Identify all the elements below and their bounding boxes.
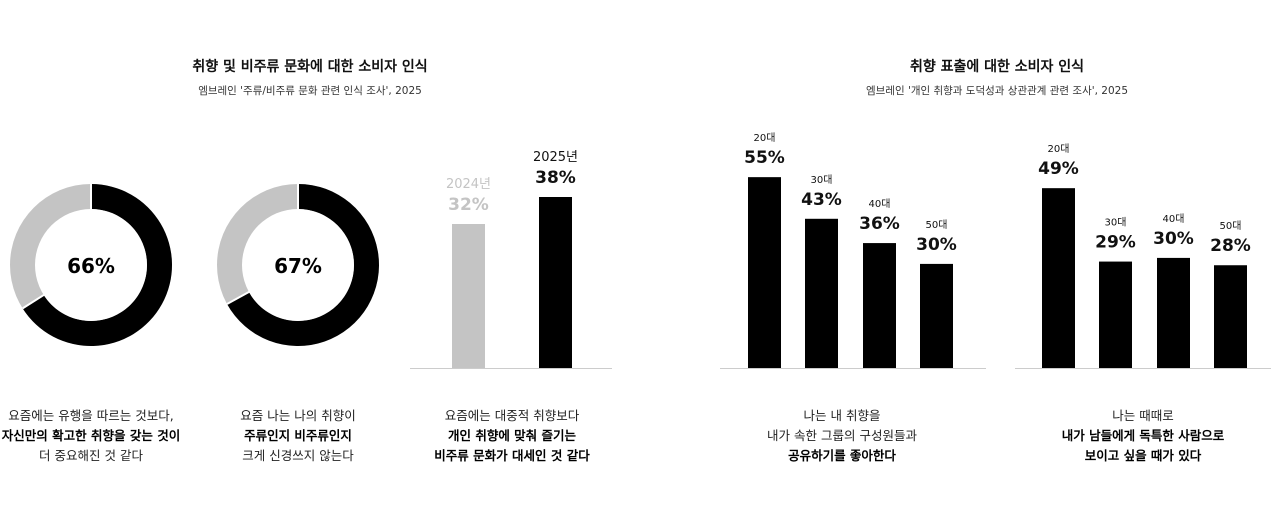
- bar-category-label: 40대: [869, 198, 891, 210]
- bar-category-label: 2024년: [446, 177, 491, 192]
- caption-line: 크게 신경쓰지 않는다: [242, 448, 354, 463]
- donut-divider: [22, 293, 46, 310]
- bar-value-label: 29%: [1095, 233, 1136, 253]
- bar-2: [1099, 261, 1132, 368]
- bar-category-label: 30대: [811, 174, 833, 186]
- bar-1: [452, 224, 485, 368]
- caption-line: 내가 남들에게 독특한 사람으로: [1061, 428, 1225, 443]
- donut-divider: [226, 290, 252, 305]
- bar-value-label: 30%: [916, 235, 957, 255]
- bar-value-label: 38%: [535, 168, 576, 188]
- donut-hole: [242, 209, 354, 321]
- bar-category-label: 20대: [1048, 143, 1070, 155]
- caption-line: 요즘에는 대중적 취향보다: [444, 408, 580, 423]
- bar-value-label: 36%: [859, 214, 900, 234]
- bar-1: [748, 177, 781, 368]
- caption-line: 나는 때때로: [1112, 408, 1174, 423]
- right-section-source: 엠브레인 '개인 취향과 도덕성과 상관관계 관련 조사', 2025: [865, 85, 1129, 97]
- bar-category-label: 20대: [754, 132, 776, 144]
- bar-category-label: 2025년: [533, 150, 578, 165]
- bar-value-label: 43%: [801, 190, 842, 210]
- caption-line: 나는 내 취향을: [803, 408, 881, 423]
- bar-3: [1157, 257, 1190, 368]
- bar-value-label: 30%: [1153, 229, 1194, 249]
- caption-line: 비주류 문화가 대세인 것 같다: [434, 448, 590, 463]
- caption-line: 요즘에는 유행을 따르는 것보다,: [8, 408, 174, 423]
- donut-hole: [35, 209, 147, 321]
- caption-line: 개인 취향에 맞춰 즐기는: [447, 428, 577, 443]
- caption-line: 더 중요해진 것 같다: [39, 448, 143, 463]
- bar-category-label: 50대: [926, 219, 948, 231]
- bar-4: [1214, 265, 1247, 368]
- caption-line: 공유하기를 좋아한다: [788, 448, 896, 463]
- bar-value-label: 32%: [448, 195, 489, 215]
- donut-value-segment: [22, 184, 173, 346]
- bar-value-label: 55%: [744, 148, 785, 168]
- donut-value-label: 66%: [67, 254, 115, 278]
- caption-line: 요즘 나는 나의 취향이: [240, 408, 356, 423]
- bar-2: [805, 218, 838, 368]
- caption-line: 보이고 싶을 때가 있다: [1084, 448, 1202, 463]
- bar-4: [920, 263, 953, 368]
- bar-2: [539, 197, 572, 368]
- donut-value-segment: [227, 184, 380, 347]
- bar-category-label: 30대: [1105, 217, 1127, 229]
- right-section-title: 취향 표출에 대한 소비자 인식: [909, 59, 1085, 75]
- bar-category-label: 40대: [1163, 213, 1185, 225]
- donut-value-label: 67%: [274, 254, 322, 278]
- left-section-source: 엠브레인 '주류/비주류 문화 관련 인식 조사', 2025: [198, 85, 422, 97]
- bar-3: [863, 243, 896, 368]
- caption-line: 내가 속한 그룹의 구성원들과: [767, 428, 917, 443]
- caption-line: 자신만의 확고한 취향을 갖는 것이: [1, 428, 181, 443]
- bar-value-label: 28%: [1210, 236, 1251, 256]
- bar-category-label: 50대: [1220, 220, 1242, 232]
- bar-value-label: 49%: [1038, 159, 1079, 179]
- caption-line: 주류인지 비주류인지: [244, 428, 352, 443]
- left-section-title: 취향 및 비주류 문화에 대한 소비자 인식: [192, 59, 428, 75]
- bar-1: [1042, 188, 1075, 368]
